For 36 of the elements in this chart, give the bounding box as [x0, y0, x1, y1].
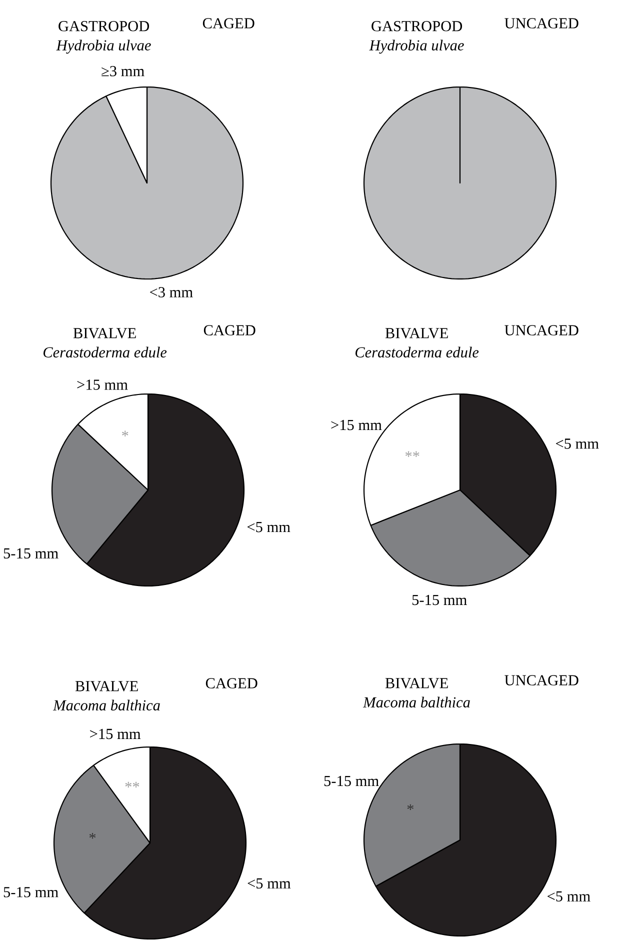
- chart-subtitle: Macoma balthica: [52, 700, 160, 711]
- slice-label: <5 mm: [247, 522, 290, 532]
- text: **: [405, 451, 420, 457]
- text: UNCAGED: [504, 18, 578, 28]
- chart-subtitle: Macoma balthica: [362, 696, 470, 708]
- text: *: [89, 833, 96, 839]
- text: UNCAGED: [504, 325, 578, 336]
- slice-label: >15 mm: [90, 728, 141, 740]
- slice-label: 5-15 mm: [412, 594, 467, 606]
- chart-title: BIVALVE: [385, 328, 448, 338]
- text: *: [407, 804, 414, 810]
- slice-label: ≥3 mm: [102, 66, 144, 76]
- slice-label: <3 mm: [150, 287, 193, 298]
- text: CAGED: [206, 678, 258, 688]
- chart-title: BIVALVE: [75, 681, 138, 692]
- slice-label: 5-15 mm: [4, 548, 58, 559]
- slice-label: 5-15 mm: [324, 776, 379, 786]
- text: CAGED: [202, 18, 254, 28]
- text: CAGED: [204, 325, 256, 336]
- text: **: [125, 782, 140, 788]
- chart-subtitle: Cerastoderma edule: [43, 346, 167, 358]
- text: UNCAGED: [504, 675, 578, 686]
- slice-label: >15 mm: [77, 380, 128, 390]
- chart-title: GASTROPOD: [58, 21, 150, 32]
- slice-label: <5 mm: [548, 891, 590, 902]
- chart-subtitle: Hydrobia ulvae: [56, 40, 151, 54]
- chart-title: BIVALVE: [385, 678, 448, 688]
- chart-title: BIVALVE: [73, 328, 136, 338]
- text: *: [122, 430, 128, 436]
- chart-title: GASTROPOD: [372, 21, 462, 32]
- slice-label: <5 mm: [248, 878, 291, 889]
- slice-label: 5-15 mm: [4, 887, 58, 898]
- slice-label: >15 mm: [331, 420, 382, 430]
- slice-label: <5 mm: [556, 438, 599, 449]
- chart-subtitle: Hydrobia ulvae: [369, 40, 464, 54]
- chart-subtitle: Cerastoderma edule: [355, 346, 479, 358]
